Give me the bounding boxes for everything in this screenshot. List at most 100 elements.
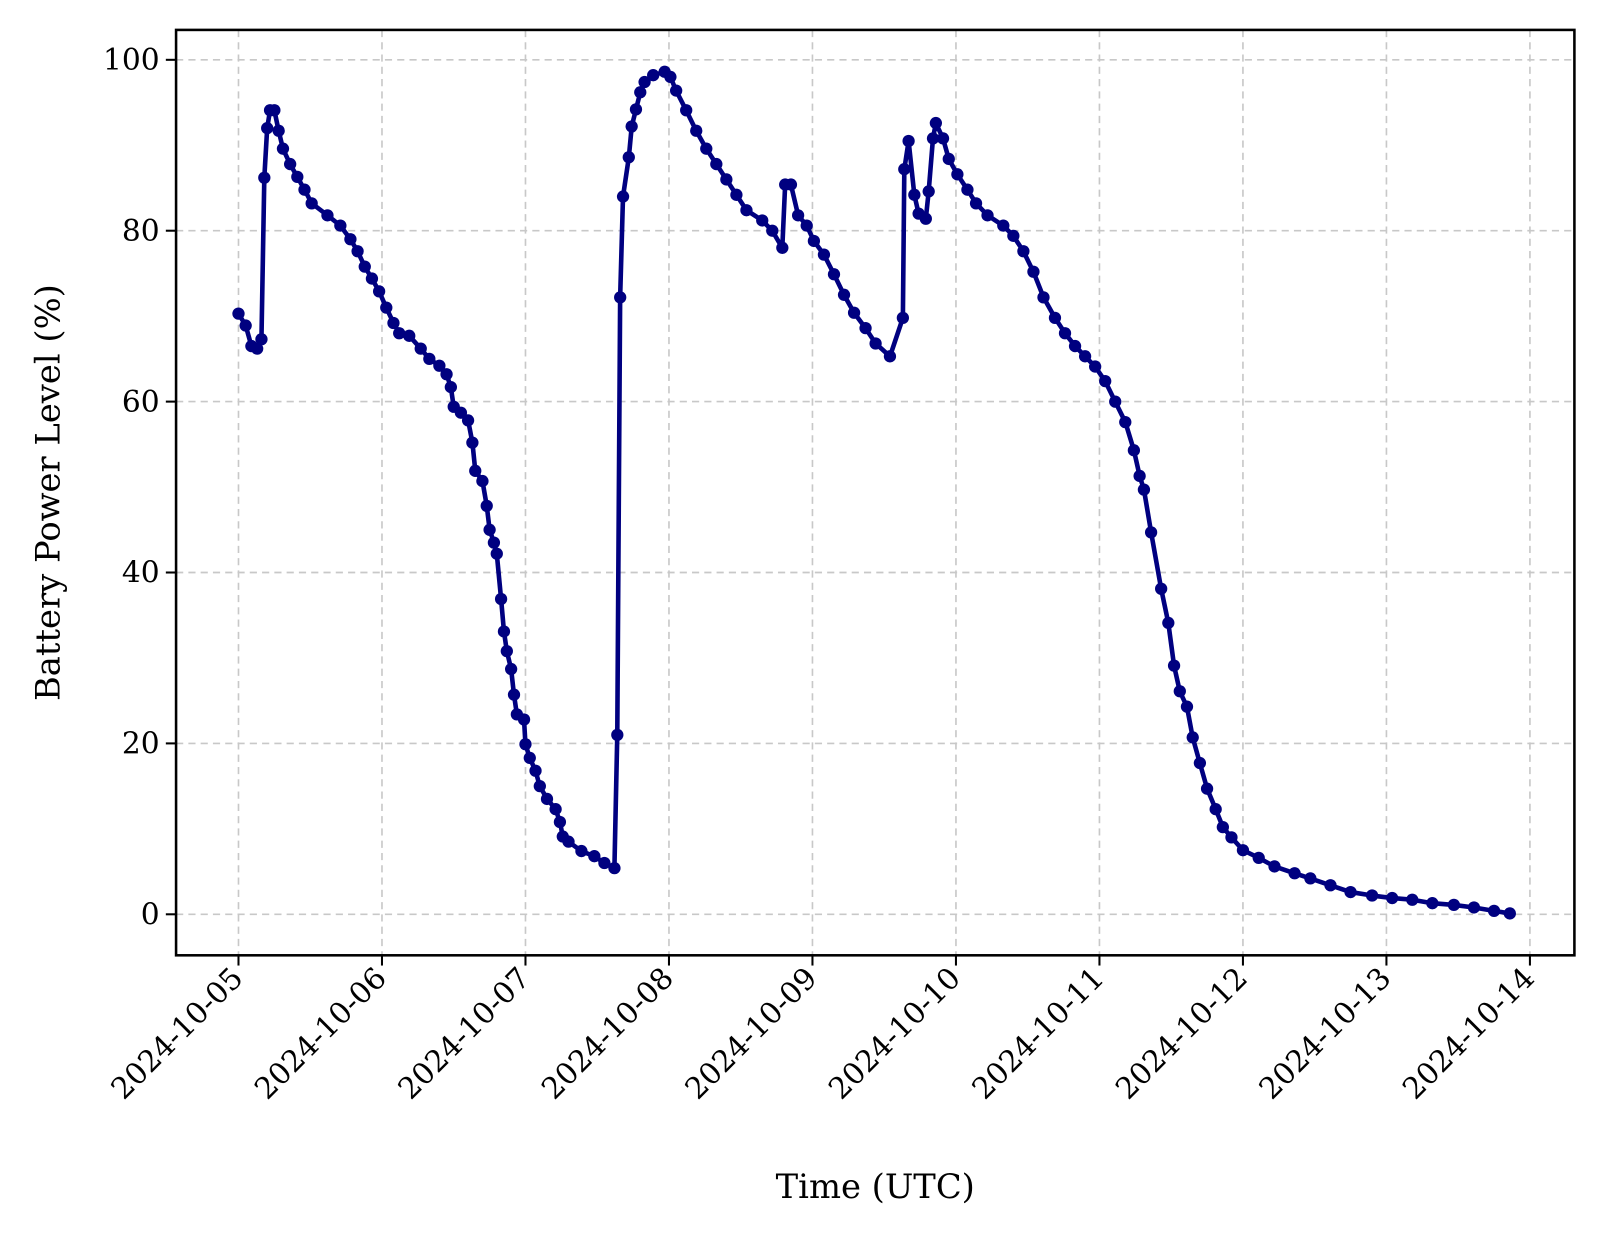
data-point bbox=[981, 209, 994, 222]
data-point bbox=[740, 204, 753, 217]
data-point bbox=[807, 234, 821, 248]
data-point bbox=[1186, 731, 1199, 744]
data-point bbox=[298, 183, 311, 196]
data-point bbox=[261, 122, 274, 135]
data-point bbox=[730, 188, 743, 201]
data-point bbox=[483, 523, 496, 536]
data-point bbox=[423, 352, 436, 366]
data-point bbox=[1467, 901, 1481, 914]
data-point bbox=[784, 178, 798, 191]
y-tick-label: 80 bbox=[122, 213, 160, 248]
data-point bbox=[929, 116, 943, 130]
data-point bbox=[523, 751, 536, 765]
data-point bbox=[1225, 831, 1238, 844]
data-point bbox=[1304, 872, 1317, 885]
data-point bbox=[529, 764, 542, 777]
data-point bbox=[1109, 395, 1122, 408]
data-point bbox=[504, 662, 518, 676]
data-point bbox=[1068, 339, 1082, 353]
data-point bbox=[440, 368, 453, 381]
y-tick-label: 100 bbox=[103, 42, 160, 77]
data-point bbox=[433, 359, 446, 372]
data-point bbox=[380, 301, 393, 314]
data-point bbox=[1089, 360, 1102, 373]
data-point bbox=[351, 245, 364, 258]
data-point bbox=[1503, 907, 1516, 920]
data-point bbox=[507, 688, 521, 701]
y-tick-label: 60 bbox=[122, 384, 160, 419]
data-point bbox=[902, 134, 915, 148]
data-point bbox=[1487, 904, 1501, 918]
data-point bbox=[647, 69, 660, 82]
data-point bbox=[1180, 700, 1194, 713]
data-point bbox=[1200, 782, 1214, 795]
y-axis-label: Battery Power Level (%) bbox=[28, 284, 67, 701]
data-point bbox=[232, 307, 245, 320]
data-point bbox=[494, 592, 508, 606]
data-point bbox=[517, 713, 531, 726]
data-point bbox=[403, 329, 416, 342]
data-point bbox=[358, 260, 371, 273]
data-point bbox=[1119, 415, 1132, 429]
data-point bbox=[255, 333, 268, 346]
axes-frame bbox=[174, 28, 1576, 957]
data-point bbox=[1447, 898, 1461, 912]
data-point bbox=[622, 151, 635, 164]
data-point bbox=[1078, 350, 1092, 363]
data-point bbox=[476, 474, 489, 488]
data-point bbox=[1193, 756, 1207, 770]
data-point bbox=[634, 86, 647, 99]
data-point bbox=[258, 171, 271, 184]
data-point bbox=[791, 209, 805, 222]
data-point bbox=[690, 124, 703, 137]
data-point bbox=[629, 103, 643, 116]
data-point bbox=[598, 856, 611, 870]
data-point bbox=[500, 644, 513, 658]
data-point bbox=[951, 168, 964, 181]
data-point bbox=[387, 316, 400, 330]
data-point bbox=[575, 844, 588, 858]
data-point bbox=[961, 183, 974, 196]
data-point bbox=[611, 728, 624, 741]
data-point bbox=[720, 173, 733, 186]
data-point bbox=[454, 406, 468, 419]
data-point bbox=[1236, 844, 1250, 857]
data-point bbox=[766, 224, 779, 237]
data-point bbox=[1007, 229, 1020, 242]
data-point bbox=[1048, 311, 1062, 325]
data-point bbox=[710, 157, 723, 171]
data-point bbox=[1162, 616, 1175, 630]
data-point bbox=[334, 219, 347, 232]
data-point bbox=[638, 75, 651, 89]
data-point bbox=[466, 436, 479, 449]
data-point bbox=[1017, 245, 1030, 258]
data-point bbox=[936, 132, 950, 145]
data-point bbox=[372, 285, 386, 298]
data-point bbox=[469, 464, 482, 477]
data-point bbox=[239, 319, 252, 332]
data-point bbox=[883, 350, 897, 363]
data-point bbox=[1027, 265, 1040, 278]
data-point bbox=[919, 212, 932, 225]
data-point bbox=[800, 219, 813, 232]
data-point bbox=[1167, 659, 1181, 672]
data-point bbox=[614, 291, 627, 304]
data-point bbox=[487, 536, 501, 549]
data-point bbox=[276, 142, 290, 155]
data-point bbox=[1058, 327, 1072, 340]
data-point bbox=[272, 124, 285, 137]
data-point bbox=[1127, 444, 1141, 457]
data-point bbox=[365, 272, 379, 285]
plot-area bbox=[176, 29, 1575, 956]
data-point bbox=[1209, 803, 1222, 816]
data-point bbox=[284, 157, 297, 171]
data-point bbox=[847, 306, 861, 319]
data-point bbox=[553, 815, 567, 829]
data-point bbox=[480, 499, 493, 512]
data-point bbox=[616, 190, 630, 203]
data-point bbox=[926, 132, 940, 145]
data-point bbox=[562, 835, 575, 848]
data-point bbox=[519, 738, 532, 751]
data-point bbox=[1099, 374, 1112, 388]
